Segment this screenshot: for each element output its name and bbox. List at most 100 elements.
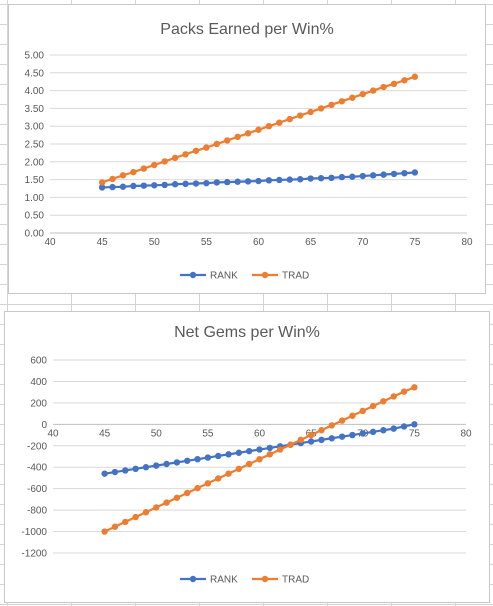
- data-point: [390, 80, 398, 88]
- data-point: [369, 402, 377, 410]
- legend-marker-rank: [189, 271, 197, 279]
- data-point: [338, 98, 346, 105]
- data-point: [349, 173, 356, 180]
- y-tick-label: 3.00: [25, 122, 45, 133]
- data-point: [111, 523, 119, 530]
- data-point: [132, 465, 139, 473]
- data-point: [317, 105, 325, 112]
- data-point: [234, 133, 241, 141]
- data-point: [171, 181, 179, 188]
- data-point: [245, 460, 253, 468]
- data-point: [255, 177, 262, 185]
- x-tick-label: 75: [409, 428, 421, 439]
- data-point: [369, 428, 377, 436]
- data-point: [235, 449, 243, 456]
- y-tick-label: -600: [27, 484, 47, 495]
- data-point: [328, 435, 335, 442]
- data-point: [163, 499, 170, 506]
- y-tick-label: 4.00: [25, 86, 45, 97]
- x-tick-label: 45: [99, 428, 111, 439]
- data-point: [192, 180, 200, 187]
- data-point: [244, 178, 252, 185]
- y-tick-label: 0.00: [25, 229, 45, 240]
- y-tick-label: -400: [27, 463, 47, 474]
- y-tick-label: 0: [41, 420, 47, 431]
- data-point: [151, 182, 158, 189]
- data-point: [369, 172, 377, 179]
- data-point: [286, 115, 293, 123]
- data-point: [297, 176, 304, 183]
- net-gems-chart[interactable]: Net Gems per Win% -1200 -1000 -800 -600 -400…: [4, 311, 490, 603]
- data-point: [98, 184, 106, 191]
- x-tick-label: 40: [47, 428, 59, 439]
- y-tick-label: 1.00: [25, 193, 45, 204]
- data-point: [255, 126, 262, 133]
- data-point: [256, 446, 263, 453]
- data-point: [359, 90, 366, 98]
- chart-title: Packs Earned per Win%: [160, 21, 334, 38]
- data-point: [225, 470, 232, 477]
- net-gems-plot: -1200 -1000 -800 -600 -400 -200 0 200 400 600 40 45…: [21, 356, 472, 586]
- data-point: [359, 430, 366, 437]
- data-point: [192, 147, 200, 154]
- data-point: [151, 161, 158, 169]
- data-point: [266, 444, 274, 452]
- x-tick-label: 40: [44, 237, 56, 248]
- data-point: [161, 158, 168, 165]
- data-point: [359, 172, 366, 180]
- data-point: [276, 176, 283, 184]
- data-point: [276, 446, 284, 453]
- data-point: [225, 451, 232, 458]
- data-point: [109, 175, 116, 183]
- data-point: [101, 470, 108, 477]
- y-tick-label: 2.00: [25, 157, 45, 168]
- data-point: [171, 154, 179, 162]
- data-point: [328, 101, 335, 109]
- data-point: [140, 182, 148, 189]
- x-tick-label: 50: [149, 237, 161, 248]
- data-point: [224, 137, 231, 144]
- data-point: [411, 384, 418, 391]
- x-tick-label: 80: [460, 428, 472, 439]
- data-point: [224, 178, 231, 186]
- data-point: [338, 417, 346, 424]
- y-tick-label: 0.50: [25, 211, 45, 222]
- data-point: [142, 464, 150, 471]
- data-point: [119, 172, 127, 179]
- data-point: [98, 179, 106, 186]
- data-point: [338, 433, 346, 440]
- data-point: [390, 393, 397, 400]
- data-point: [266, 451, 274, 458]
- data-point: [349, 94, 356, 101]
- data-point: [182, 151, 189, 158]
- y-tick-label: 2.50: [25, 140, 45, 151]
- data-point: [234, 178, 241, 185]
- data-point: [318, 427, 325, 434]
- data-point: [235, 465, 243, 473]
- x-tick-label: 45: [97, 237, 109, 248]
- y-tick-label: 3.50: [25, 104, 45, 115]
- data-point: [101, 528, 108, 535]
- x-tick-label: 70: [357, 237, 369, 248]
- data-point: [307, 431, 315, 439]
- data-point: [349, 412, 356, 419]
- data-point: [161, 181, 168, 189]
- legend-marker-trad: [261, 271, 269, 279]
- data-point: [163, 460, 170, 468]
- x-tick-label: 65: [305, 237, 317, 248]
- data-point: [204, 480, 212, 487]
- data-point: [328, 174, 335, 182]
- data-point: [380, 427, 387, 434]
- data-point: [307, 108, 314, 116]
- y-tick-label: -800: [27, 506, 47, 517]
- data-point: [215, 452, 222, 460]
- x-tick-label: 55: [202, 428, 214, 439]
- y-tick-label: 1.50: [25, 175, 45, 186]
- x-tick-label: 60: [254, 428, 266, 439]
- packs-earned-chart[interactable]: Packs Earned per Win% 0.00 0.50 1.00 1.50 2.…: [8, 4, 486, 294]
- legend-label-rank: RANK: [210, 271, 238, 282]
- data-point: [245, 447, 253, 455]
- data-point: [194, 484, 201, 492]
- legend-label-trad: TRAD: [282, 271, 309, 282]
- data-point: [153, 504, 160, 511]
